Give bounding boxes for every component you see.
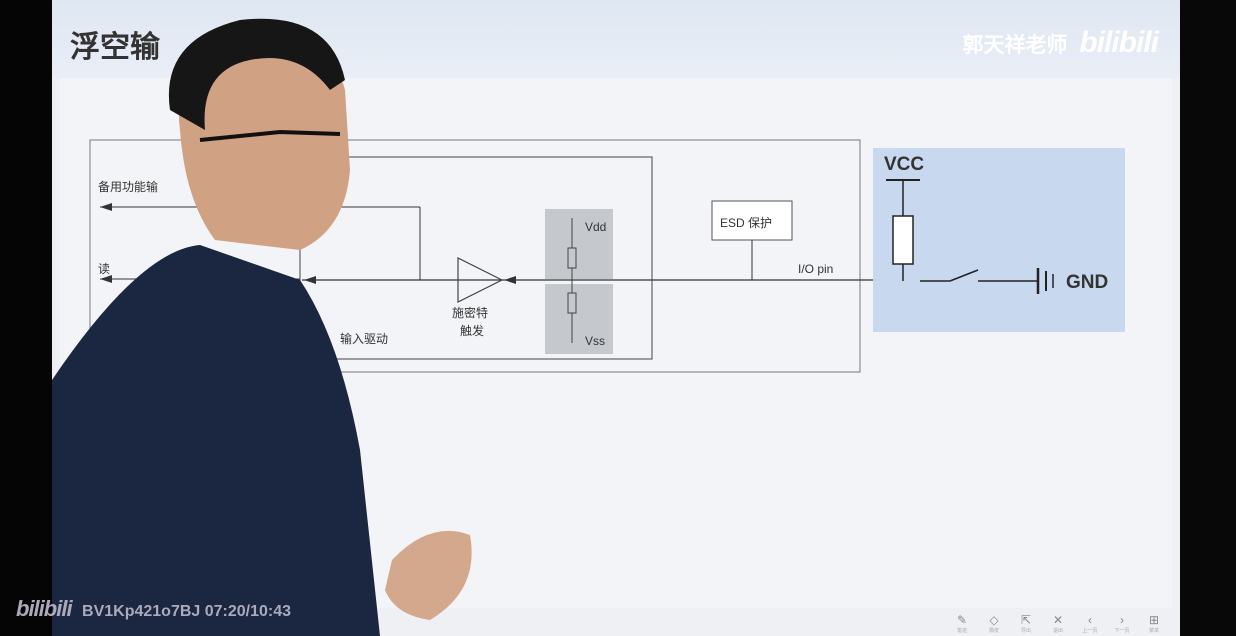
- presentation-screen: 浮空输 郭天祥老师 bilibili: [52, 0, 1180, 636]
- video-frame-left: [0, 0, 52, 636]
- pen-tool[interactable]: ✎ 笔迹: [956, 613, 968, 634]
- external-circuit-panel: [873, 148, 1125, 332]
- brand: 郭天祥老师 bilibili: [962, 26, 1159, 60]
- io-pin-label: I/O pin: [798, 262, 834, 276]
- vdd-label: Vdd: [585, 220, 607, 234]
- prev-page-button[interactable]: ‹ 上一页: [1082, 613, 1098, 634]
- close-icon: ✕: [1052, 613, 1064, 627]
- schmitt-label-1: 施密特: [452, 306, 489, 320]
- next-page-button[interactable]: › 下一页: [1114, 613, 1130, 634]
- grid-icon: ⊞: [1148, 613, 1160, 627]
- external-switch: [949, 269, 979, 282]
- slide-header: 浮空输 郭天祥老师 bilibili: [52, 0, 1180, 78]
- vss-label: Vss: [585, 334, 606, 348]
- presentation-toolbar: ✎ 笔迹 ◇ 橡皮 ⇱ 导出 ✕ 退出 ‹ 上一页 › 下一页 ⊞ 菜单: [950, 613, 1166, 634]
- schmitt-label-2: 触发: [460, 324, 485, 338]
- bilibili-watermark-logo: bilibili: [16, 596, 73, 621]
- slide-body: 备用功能输 读 输入驱动 施密特 触发 Vdd Vss ESD 保护 I/O p…: [60, 78, 1172, 608]
- eraser-icon: ◇: [989, 613, 999, 627]
- vdd-pullup-box: [545, 209, 613, 279]
- slide-title: 浮空输: [70, 31, 160, 64]
- gnd-label: GND: [1066, 272, 1109, 293]
- esd-label: ESD 保护: [720, 216, 773, 230]
- chevron-left-icon: ‹: [1088, 613, 1092, 627]
- vcc-label: VCC: [884, 154, 925, 175]
- read-label: 读: [98, 262, 111, 276]
- menu-button[interactable]: ⊞ 菜单: [1148, 613, 1160, 634]
- vss-pulldown-box: [545, 284, 613, 354]
- video-frame-right: [1180, 0, 1236, 636]
- alt-function-label: 备用功能输: [98, 180, 159, 194]
- eraser-tool[interactable]: ◇ 橡皮: [988, 613, 999, 634]
- bilibili-logo: bilibili: [1079, 26, 1159, 59]
- schmitt-trigger: [457, 257, 504, 303]
- brand-name: 郭天祥老师: [962, 34, 1068, 57]
- input-driver-label: 输入驱动: [340, 332, 389, 346]
- export-icon: ⇱: [1020, 613, 1032, 627]
- circuit-diagram: [89, 139, 1125, 373]
- pullup-external-resistor: [892, 215, 914, 265]
- chevron-right-icon: ›: [1120, 613, 1124, 627]
- exit-tool[interactable]: ✕ 退出: [1052, 613, 1064, 634]
- export-tool[interactable]: ⇱ 导出: [1020, 613, 1032, 634]
- video-watermark: bilibili BV1Kp421o7BJ 07:20/10:43: [16, 596, 291, 622]
- pen-icon: ✎: [956, 613, 968, 627]
- video-info: BV1Kp421o7BJ 07:20/10:43: [82, 603, 292, 620]
